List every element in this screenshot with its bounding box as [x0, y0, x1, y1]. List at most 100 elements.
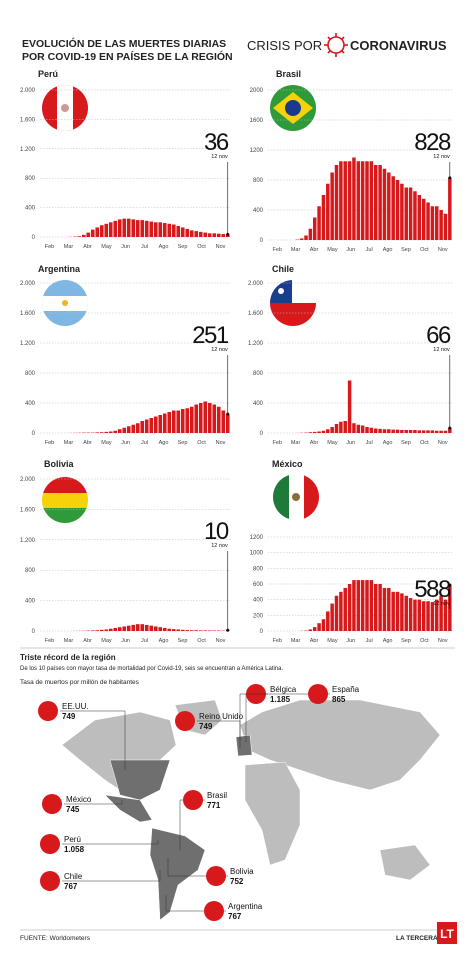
bar [158, 222, 163, 237]
bar [391, 429, 395, 433]
bar [435, 206, 439, 240]
bar [108, 222, 113, 237]
bar [413, 430, 417, 433]
country-value: 1.185 [270, 695, 291, 704]
bar [360, 425, 365, 433]
bar [162, 413, 167, 433]
end-dot [448, 176, 452, 180]
annotation: 12 nov [211, 347, 228, 353]
bar [167, 223, 172, 237]
x-tick-label: Feb [45, 638, 54, 644]
last-value: 66 [426, 322, 451, 349]
x-tick-label: Abr [83, 440, 92, 446]
x-tick-label: Sep [401, 440, 411, 446]
bar [131, 424, 136, 433]
panel-title: México [272, 459, 303, 469]
bar [321, 430, 326, 433]
bar [347, 161, 352, 240]
bar [221, 410, 226, 433]
last-value: 588 [414, 576, 451, 603]
y-tick-label: 2.000 [248, 281, 264, 287]
bar [347, 584, 352, 631]
y-tick-label: 1.600 [20, 117, 36, 123]
annotation: 12 nov [433, 154, 450, 160]
bar [391, 176, 395, 240]
country-value: 1.058 [64, 845, 85, 854]
y-tick-label: 1200 [250, 535, 264, 541]
bar [126, 625, 131, 631]
x-tick-label: Jul [366, 440, 373, 446]
bar [360, 580, 365, 631]
country-name: México [66, 795, 92, 804]
bar [113, 220, 118, 237]
y-tick-label: 400 [253, 401, 264, 407]
bar [330, 603, 334, 631]
bar [304, 235, 308, 240]
x-tick-label: Feb [272, 638, 281, 644]
bar [356, 161, 361, 240]
title: EVOLUCIÓN DE LAS MUERTES DIARIAS [22, 37, 226, 50]
bar [153, 626, 158, 631]
marker [206, 866, 226, 886]
bar [421, 601, 426, 631]
x-tick-label: Mar [291, 247, 301, 253]
bar [443, 599, 448, 631]
country-name: Bélgica [270, 685, 297, 694]
x-tick-label: Jul [366, 638, 373, 644]
bar [439, 595, 443, 631]
bar [135, 624, 140, 631]
panel: Bolivia 0 400 800 1.200 1.600 2.000 Feb Mar Abr Ma… [20, 459, 230, 644]
marker [40, 871, 60, 891]
bar [373, 584, 378, 631]
bar [90, 229, 95, 237]
bar [326, 183, 330, 240]
bar [417, 599, 422, 631]
bar [421, 198, 426, 240]
bar [122, 427, 127, 433]
bar [131, 624, 136, 631]
x-tick-label: May [327, 440, 338, 446]
country-name: Brasil [207, 791, 227, 800]
bar [308, 432, 313, 433]
bar [408, 598, 413, 631]
bar [448, 428, 452, 433]
x-tick-label: May [327, 247, 338, 253]
bar [321, 619, 326, 631]
bar [373, 165, 378, 240]
bar [365, 161, 369, 240]
x-tick-label: Mar [291, 440, 301, 446]
bar [299, 238, 304, 240]
y-tick-label: 400 [25, 401, 36, 407]
bar [430, 430, 435, 433]
x-tick-label: Nov [216, 440, 226, 446]
panel: Chile 0 400 800 1.200 1.600 2.000 Feb Mar Abr May J… [248, 264, 452, 446]
bar [225, 414, 230, 433]
bar [135, 220, 140, 237]
bar [421, 430, 426, 433]
panel: Argentina 0 400 800 1.200 1.600 2.000 Feb Mar Abr… [20, 264, 230, 446]
leader [239, 693, 330, 748]
bar [162, 223, 167, 237]
country-name: Argentina [228, 902, 263, 911]
panel: Perú 0 400 800 1.200 1.600 2.000 Feb Mar Abr May Ju… [20, 69, 230, 250]
bar [180, 629, 185, 631]
bar [117, 627, 122, 631]
x-tick-label: Mar [291, 638, 301, 644]
x-tick-label: Oct [197, 440, 206, 446]
x-tick-label: May [101, 244, 112, 250]
bar [308, 629, 313, 631]
flag [42, 85, 88, 131]
x-tick-label: Sep [178, 638, 188, 644]
bar [216, 406, 221, 433]
flag [42, 280, 88, 326]
country-name: Perú [64, 835, 81, 844]
bar [167, 412, 172, 433]
country-name: Chile [64, 872, 83, 881]
bar [117, 429, 122, 433]
y-tick-label: 0 [32, 629, 36, 635]
y-tick-label: 1.600 [20, 311, 36, 317]
country-value: 771 [207, 801, 221, 810]
bar [417, 195, 422, 240]
bar [443, 213, 448, 240]
